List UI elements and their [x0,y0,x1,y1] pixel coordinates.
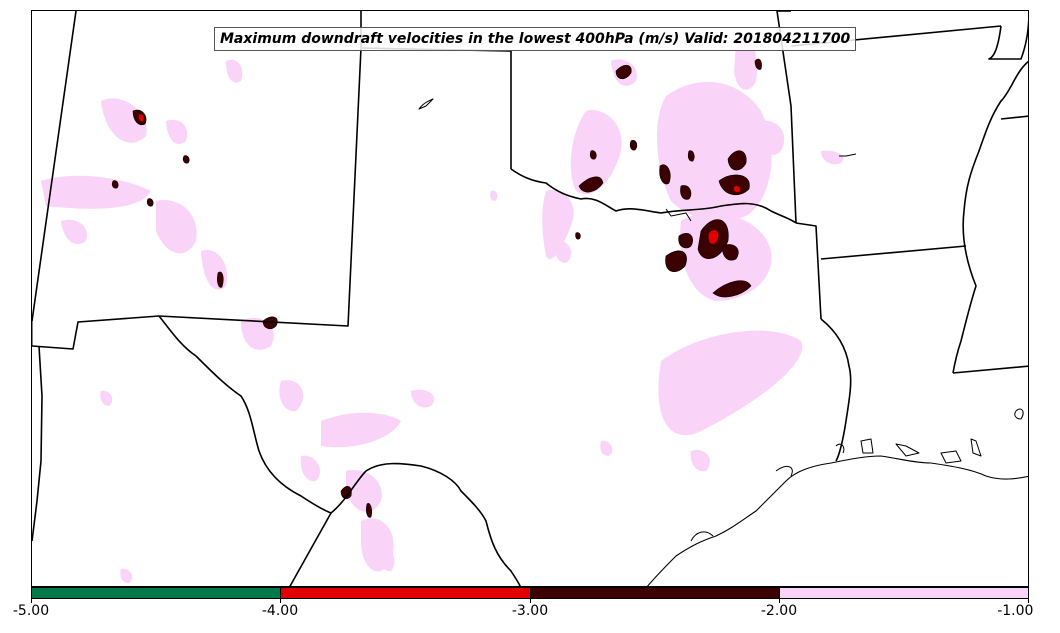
colorbar-tick-mark [280,599,281,603]
ms-river-lower [952,60,1028,374]
colorbar-tick-label: -2.00 [760,603,798,619]
colorbar-tick-mark [1028,599,1029,603]
colorbar-segment-3 [530,588,780,598]
colorbar-segment-1 [32,588,282,598]
downdraft-red-cores [138,114,741,244]
map-canvas [32,11,1028,586]
ok-panhandle [360,47,512,169]
tn-border [1000,115,1028,120]
colorbar-tick-label: -4.00 [261,603,299,619]
colorbar-tick-mark [31,599,32,603]
map-title: Maximum downdraft velocities in the lowe… [214,27,857,51]
downdraft-light-areas [41,38,844,583]
red-river [510,168,797,224]
bay-inlets [690,443,845,542]
rio-grande [158,315,522,586]
lake-ar [839,153,857,157]
colorbar-segment-4 [779,588,1028,598]
ar-la-border [820,245,967,260]
mississippi-river [988,19,1028,60]
mexico-border-south [289,512,332,586]
colorbar-tick-mark [779,599,780,603]
map-panel: Maximum downdraft velocities in the lowe… [31,10,1029,587]
map-borders [32,11,1028,586]
la-ms-border [952,365,1028,374]
colorbar [31,587,1029,599]
gulf-coast [646,455,1028,586]
colorbar-tick-label: -1.00 [997,603,1034,619]
nm-southern-border [32,315,160,350]
tx-ar-border [795,222,822,320]
colorbar-tick-label: -5.00 [12,603,50,619]
colorbar-tick-label: -3.00 [511,603,549,619]
lake-ok [418,98,434,110]
coast-islands [860,408,1024,464]
lake-texoma [665,208,692,222]
tx-panhandle-east [158,47,362,327]
tx-la-border [820,318,852,462]
nm-tx-border-west [32,11,77,322]
nm-mexico [32,345,43,542]
colorbar-segment-2 [281,588,531,598]
colorbar-tick-mark [530,599,531,603]
